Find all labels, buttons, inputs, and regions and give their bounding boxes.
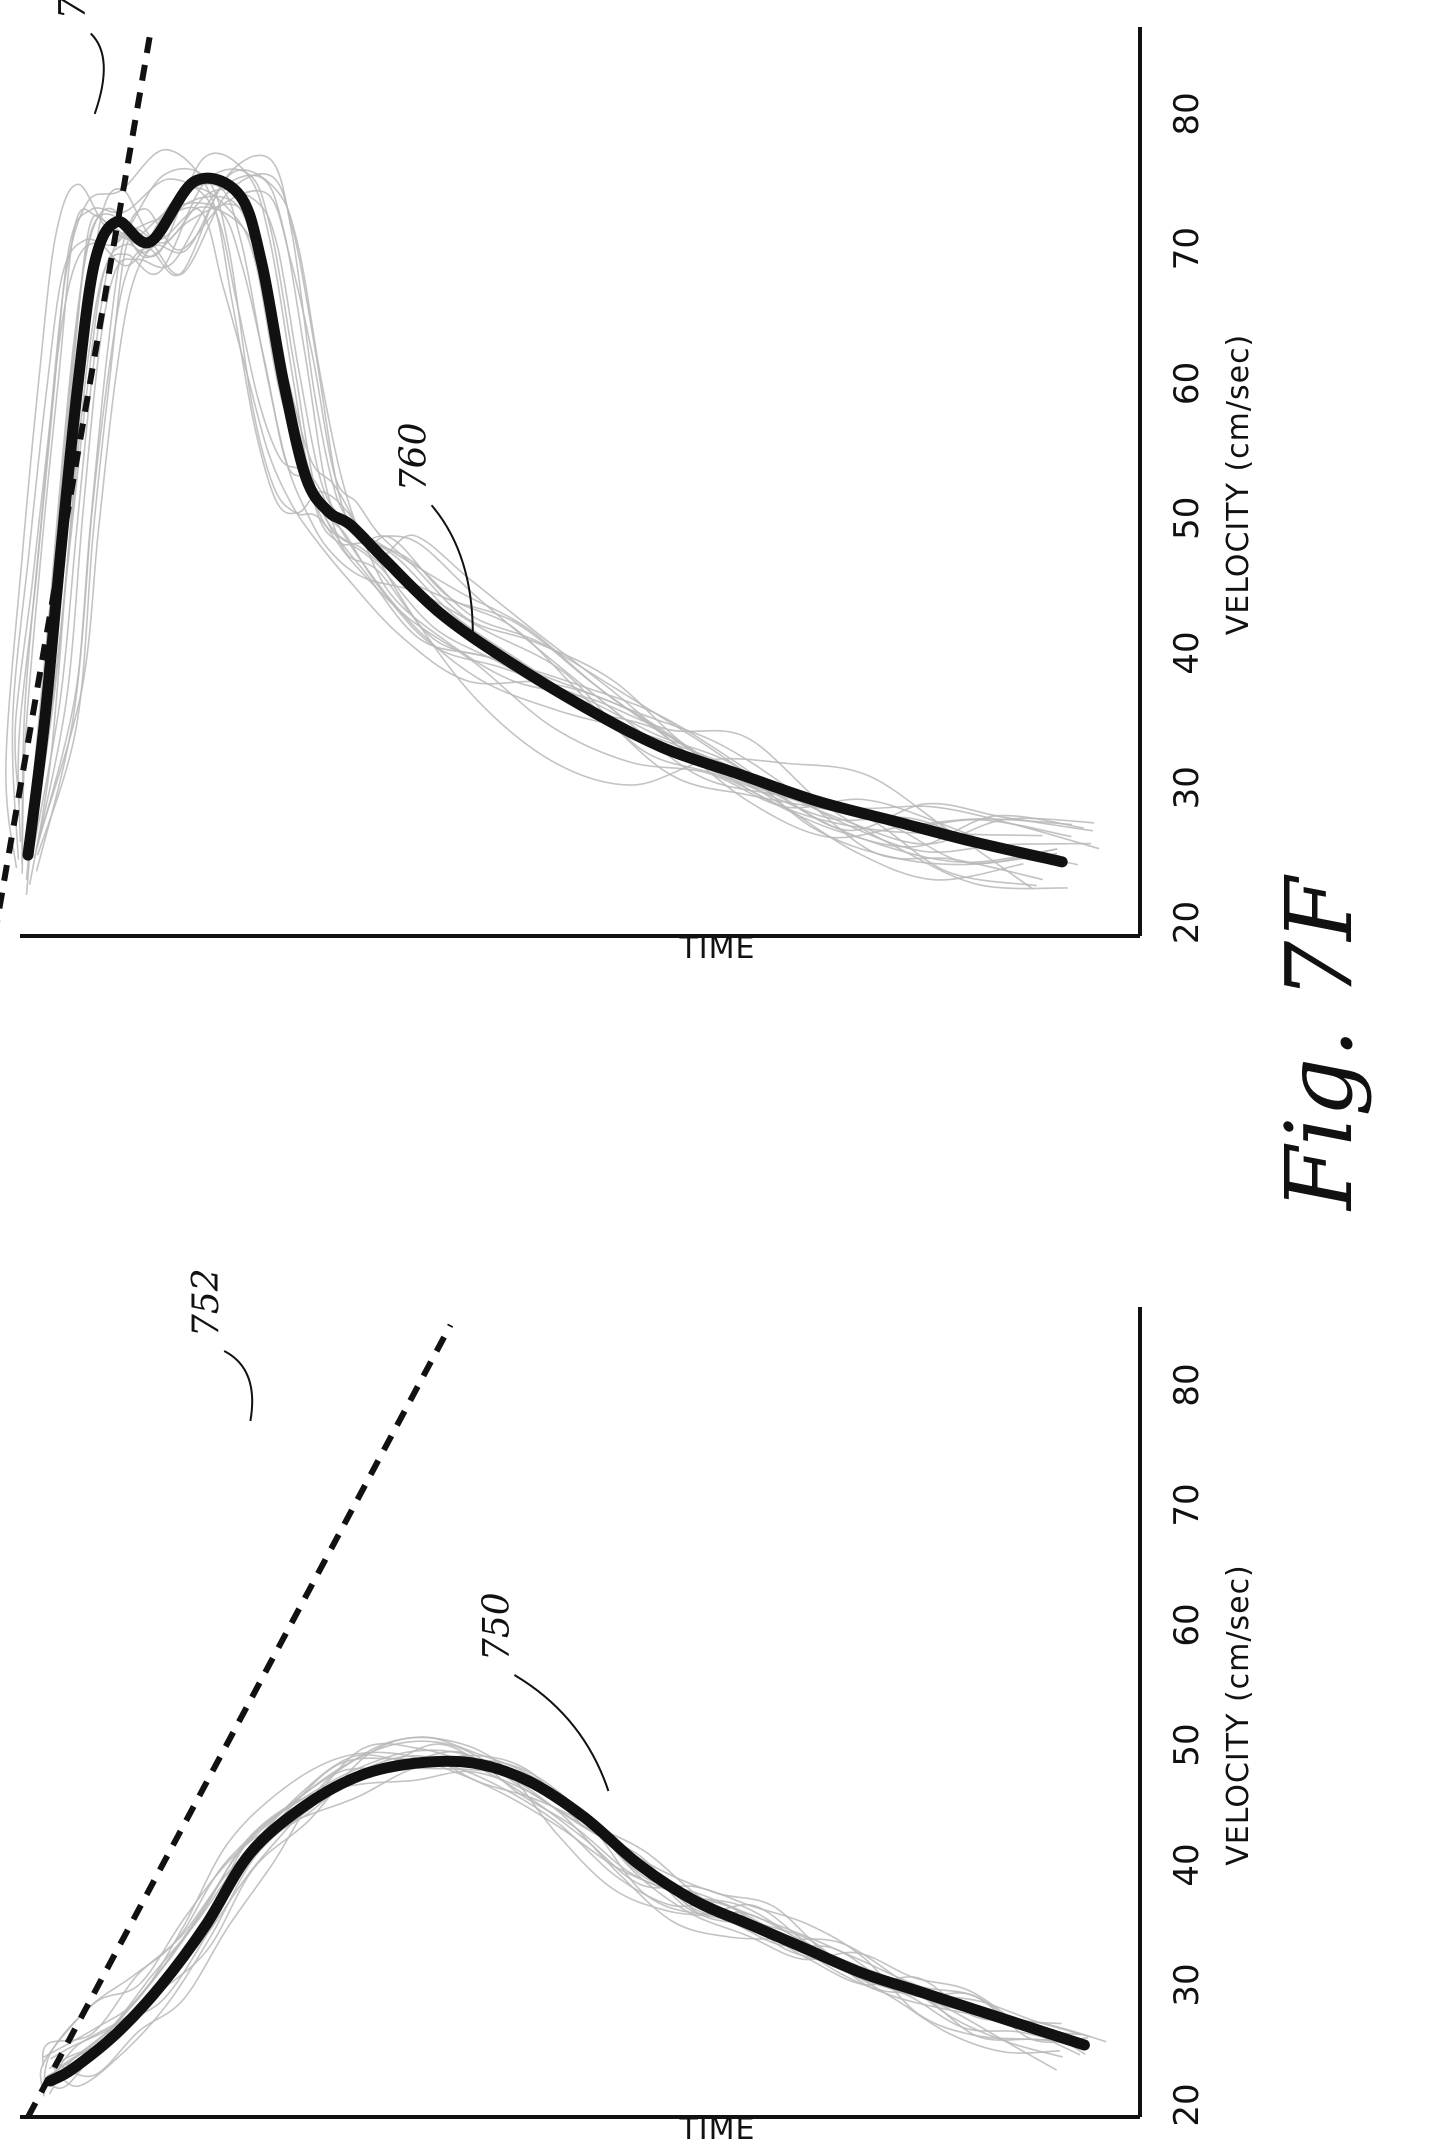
individual-trace: [36, 173, 1095, 856]
y-tick-label: 70: [1167, 227, 1207, 270]
y-tick-label: 30: [1167, 1963, 1207, 2006]
individual-trace: [50, 1742, 1086, 2060]
leader-line: [430, 504, 474, 640]
mean-velocity-curve: [22, 172, 1068, 868]
ref-label-760: 760: [394, 423, 435, 492]
individual-trace: [35, 189, 1092, 872]
individual-traces: [5, 148, 1100, 895]
y-tick-label: 80: [1167, 1363, 1207, 1406]
reference-labels: 760 762: [53, 0, 474, 640]
y-axis-title: VELOCITY (cm/sec): [1221, 1564, 1256, 1866]
figure-label: Fig. 7F: [1266, 876, 1373, 1210]
x-axis-title: TIME: [678, 2112, 755, 2145]
leader-line: [90, 32, 105, 115]
y-tick-label: 40: [1167, 1843, 1207, 1886]
individual-trace: [21, 183, 1043, 865]
individual-trace: [30, 168, 1073, 854]
ref-label-752: 752: [186, 1268, 227, 1337]
tangent-dashed-line: [25, 1323, 454, 2119]
individual-trace: [41, 1757, 1061, 2066]
ref-label-762: 762: [53, 0, 94, 20]
y-tick-label: 20: [1167, 901, 1207, 944]
y-axis-title: VELOCITY (cm/sec): [1221, 334, 1256, 636]
reference-labels: 750 752: [186, 1268, 610, 1792]
individual-trace: [21, 202, 1043, 881]
y-tick-label: 60: [1167, 362, 1207, 405]
y-tick-label: 50: [1167, 497, 1207, 540]
plot-area: [25, 1323, 1107, 2119]
individual-trace: [5, 183, 1024, 881]
individual-trace: [48, 1758, 1081, 2089]
y-tick-label: 20: [1167, 2083, 1207, 2126]
plot-area: [0, 32, 1100, 937]
y-tick-label: 50: [1167, 1723, 1207, 1766]
x-axis-title: TIME: [678, 931, 755, 966]
ref-label-750: 750: [476, 1592, 517, 1661]
individual-trace: [42, 1751, 1062, 2058]
y-tick-labels: 20 30 40 50 60 70 80: [1167, 92, 1207, 944]
individual-trace: [11, 167, 1031, 861]
y-tick-label: 40: [1167, 631, 1207, 674]
individual-trace: [36, 154, 1094, 848]
individual-trace: [25, 203, 1058, 881]
individual-trace: [30, 152, 1072, 857]
y-tick-label: 60: [1167, 1603, 1207, 1646]
individual-trace: [51, 1754, 1091, 2087]
individual-trace: [28, 187, 1068, 890]
mean-velocity-curve: [44, 1755, 1090, 2087]
y-tick-label: 70: [1167, 1483, 1207, 1526]
leader-line: [513, 1674, 610, 1792]
individual-trace: [33, 174, 1084, 859]
individual-trace: [38, 169, 1100, 850]
individual-trace: [25, 195, 1058, 895]
leader-line: [223, 1350, 254, 1422]
individual-trace: [25, 187, 1058, 865]
y-tick-label: 30: [1167, 766, 1207, 809]
y-tick-label: 80: [1167, 92, 1207, 135]
y-tick-labels: 20 30 40 50 60 70 80: [1167, 1363, 1207, 2126]
individual-trace: [17, 178, 1037, 887]
